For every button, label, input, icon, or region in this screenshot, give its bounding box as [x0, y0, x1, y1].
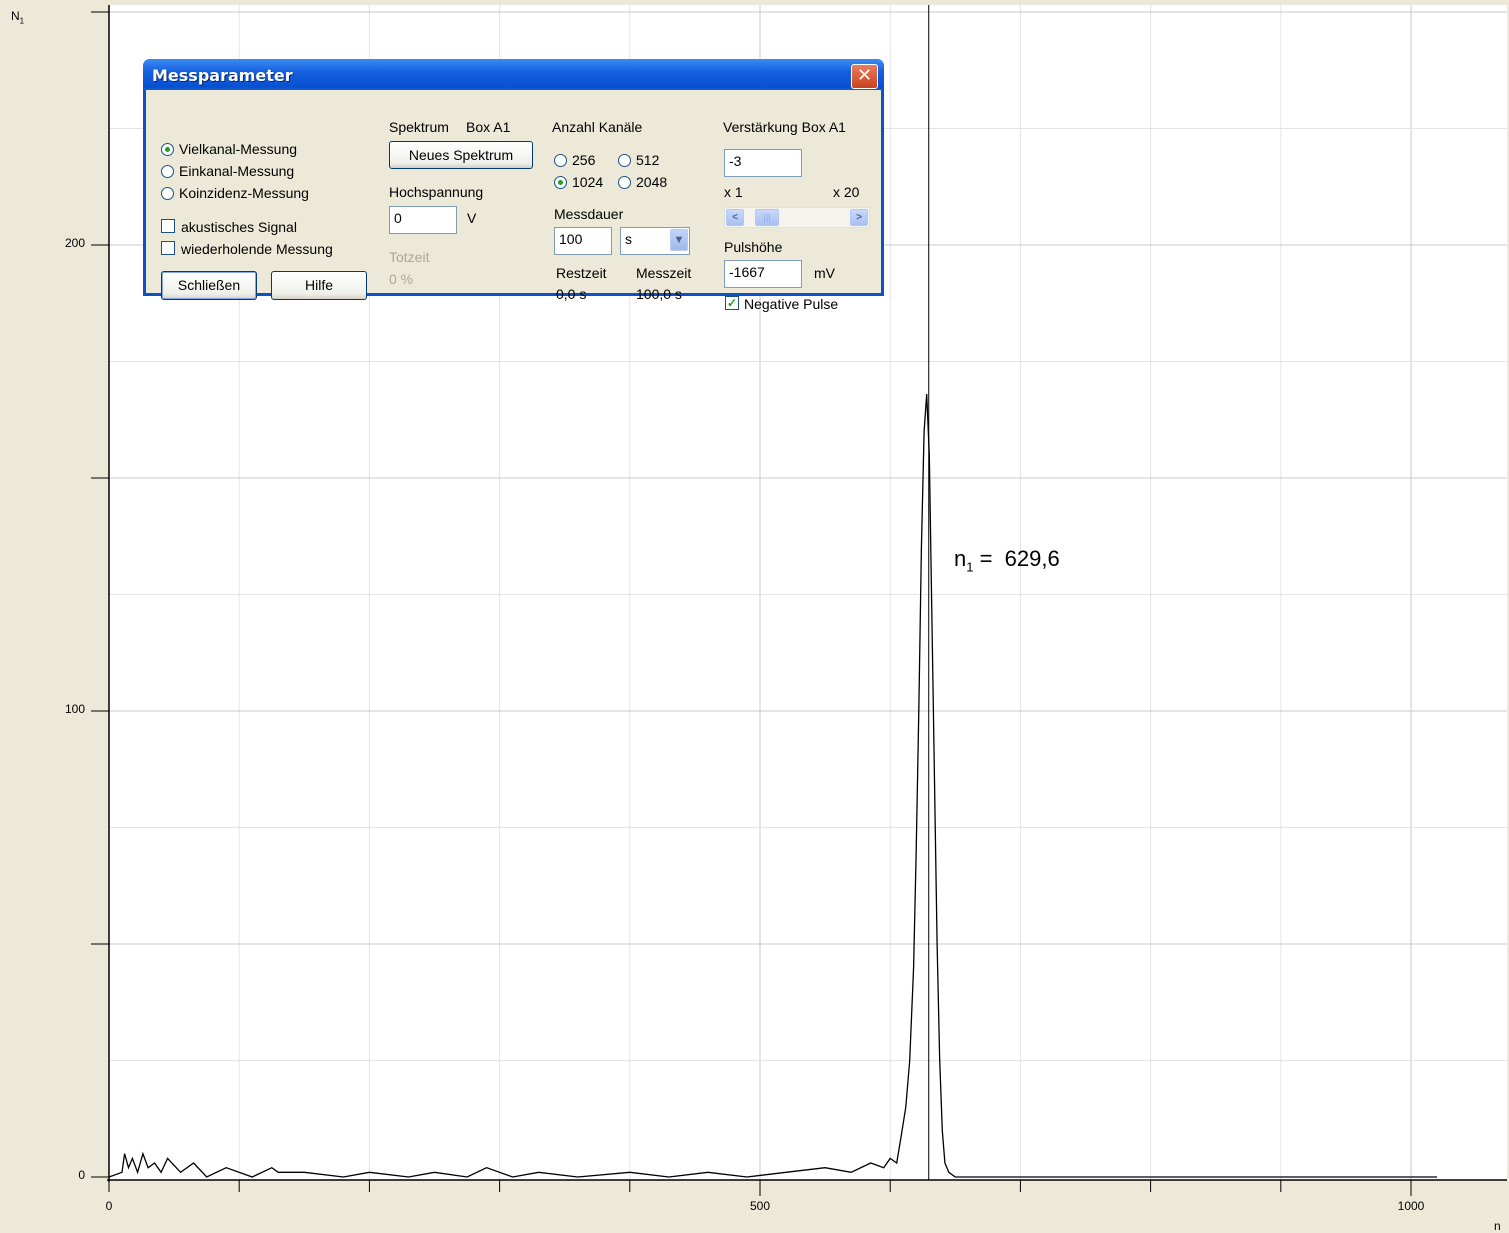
dialog-title-bar[interactable]: Messparameter ✕ [143, 59, 884, 90]
new-spectrum-button[interactable]: Neues Spektrum [389, 141, 533, 169]
slider-thumb[interactable]: ||| [755, 209, 779, 226]
measure-time-value: 100,0 s [636, 286, 682, 302]
checkbox-negative-pulse-label[interactable]: Negative Pulse [744, 296, 839, 312]
gain-min-label: x 1 [724, 184, 743, 200]
y-axis-label-sub: 1 [19, 16, 25, 26]
radio-channels-256-label[interactable]: 256 [572, 152, 596, 168]
x-tick-label: 0 [105, 1199, 113, 1213]
radio-channels-1024-label[interactable]: 1024 [572, 174, 604, 190]
radio-vielkanal[interactable] [161, 143, 174, 156]
duration-input[interactable]: 100 [554, 227, 612, 255]
radio-einkanal[interactable] [161, 165, 174, 178]
checkbox-acoustic[interactable] [161, 219, 175, 233]
messparameter-dialog: Messparameter ✕ Vielkanal-Messung Einkan… [143, 59, 884, 312]
checkbox-repeat[interactable] [161, 241, 175, 255]
channels-label: Anzahl Kanäle [552, 119, 643, 135]
gain-slider[interactable]: < ||| > [724, 207, 870, 228]
y-axis-label: N1 [11, 9, 24, 25]
x-tick-label: 1000 [1397, 1199, 1425, 1213]
gain-label: Verstärkung Box A1 [723, 119, 846, 135]
x-tick-label: 500 [749, 1199, 771, 1213]
dialog-title: Messparameter [152, 66, 293, 85]
gain-input[interactable]: -3 [724, 149, 802, 177]
radio-koinzidenz-label[interactable]: Koinzidenz-Messung [179, 185, 309, 201]
radio-channels-256[interactable] [554, 154, 567, 167]
dead-time-value: 0 % [389, 271, 414, 287]
help-button[interactable]: Hilfe [271, 271, 367, 300]
dialog-body: Vielkanal-Messung Einkanal-Messung Koinz… [146, 90, 881, 312]
y-tick-label: 200 [64, 236, 85, 250]
spectrum-line [108, 394, 1437, 1178]
y-axis-label-main: N [11, 9, 20, 23]
high-voltage-input[interactable]: 0 [389, 206, 457, 234]
radio-channels-1024[interactable] [554, 176, 567, 189]
high-voltage-label: Hochspannung [389, 184, 484, 200]
chevron-left-icon[interactable]: < [726, 209, 744, 226]
pulse-height-input[interactable]: -1667 [724, 260, 802, 288]
dead-time-label: Totzeit [389, 249, 430, 265]
peak-annotation: n1 = 629,6 [954, 546, 1060, 574]
annotation-main: n [954, 546, 967, 571]
duration-label: Messdauer [554, 206, 624, 222]
duration-unit-value: s [625, 231, 632, 247]
chevron-right-icon[interactable]: > [850, 209, 868, 226]
annotation-sub: 1 [966, 559, 974, 575]
close-button[interactable]: Schließen [161, 271, 257, 300]
spectrum-label: Spektrum [389, 119, 449, 135]
measure-time-label: Messzeit [636, 265, 692, 281]
radio-koinzidenz[interactable] [161, 187, 174, 200]
annotation-value: = 629,6 [973, 546, 1060, 571]
radio-einkanal-label[interactable]: Einkanal-Messung [179, 163, 295, 179]
pulse-height-unit: mV [814, 265, 835, 281]
checkbox-repeat-label[interactable]: wiederholende Messung [181, 241, 333, 257]
gain-max-label: x 20 [833, 184, 860, 200]
radio-channels-2048-label[interactable]: 2048 [636, 174, 668, 190]
radio-vielkanal-label[interactable]: Vielkanal-Messung [179, 141, 298, 157]
remaining-value: 0,0 s [556, 286, 587, 302]
close-icon[interactable]: ✕ [851, 64, 878, 89]
high-voltage-unit: V [467, 210, 477, 226]
remaining-label: Restzeit [556, 265, 607, 281]
y-tick-label: 0 [78, 1168, 85, 1182]
checkbox-negative-pulse[interactable]: ✓ [725, 296, 739, 310]
radio-channels-2048[interactable] [618, 176, 631, 189]
axes [91, 5, 1507, 1196]
pulse-height-label: Pulshöhe [724, 239, 783, 255]
radio-channels-512[interactable] [618, 154, 631, 167]
checkbox-acoustic-label[interactable]: akustisches Signal [181, 219, 297, 235]
duration-unit-select[interactable]: s ▼ [620, 227, 690, 255]
chevron-down-icon[interactable]: ▼ [670, 229, 688, 251]
radio-channels-512-label[interactable]: 512 [636, 152, 660, 168]
x-axis-label: n [1494, 1219, 1501, 1233]
y-tick-label: 100 [64, 702, 85, 716]
spectrum-box-label: Box A1 [466, 119, 511, 135]
